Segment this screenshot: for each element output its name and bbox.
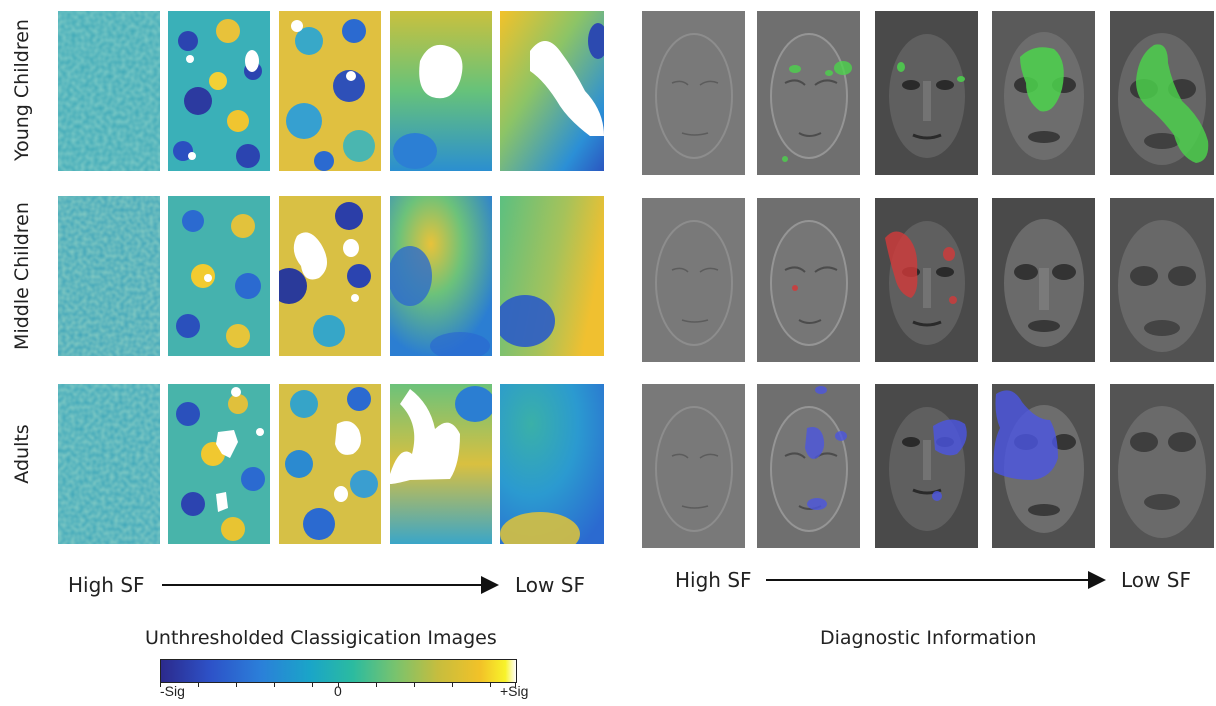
right-axis-start-label: High SF (675, 568, 752, 592)
face-adults-sf2 (757, 384, 860, 548)
face-middle-sf2 (757, 198, 860, 362)
face-adults-sf5 (1110, 384, 1214, 548)
colorbar-tick (312, 682, 313, 687)
colorbar-tick (160, 682, 161, 687)
face-middle-sf5 (1110, 198, 1214, 362)
colorbar-tick (236, 682, 237, 687)
ci-adults-sf1 (58, 384, 160, 544)
ci-young-sf2 (168, 11, 270, 171)
colorbar-tick (376, 682, 377, 687)
ci-adults-sf5 (500, 384, 604, 544)
left-axis-arrow (162, 576, 499, 594)
left-axis-end-label: Low SF (515, 573, 585, 597)
face-adults-sf3 (875, 384, 978, 548)
left-axis-start-label: High SF (68, 573, 145, 597)
face-young-sf5 (1110, 11, 1214, 175)
face-middle-sf3 (875, 198, 978, 362)
row-label-adults: Adults (11, 424, 33, 484)
face-adults-sf1 (642, 384, 745, 548)
ci-middle-sf1 (58, 196, 160, 356)
face-adults-sf4 (992, 384, 1095, 548)
colorbar-tick (515, 682, 516, 687)
face-young-sf3 (875, 11, 978, 175)
colorbar (160, 659, 517, 683)
ci-adults-sf4 (390, 384, 492, 544)
colorbar-mid-label: 0 (334, 683, 342, 699)
colorbar-tick (452, 682, 453, 687)
row-label-young-children: Young Children (11, 19, 33, 161)
right-caption: Diagnostic Information (820, 627, 1037, 649)
right-axis-end-label: Low SF (1121, 568, 1191, 592)
ci-adults-sf2 (168, 384, 270, 544)
ci-middle-sf3 (279, 196, 381, 356)
ci-adults-sf3 (279, 384, 381, 544)
ci-middle-sf5 (500, 196, 604, 356)
face-young-sf1 (642, 11, 745, 175)
face-middle-sf4 (992, 198, 1095, 362)
colorbar-tick (414, 682, 415, 687)
colorbar-tick (274, 682, 275, 687)
face-young-sf2 (757, 11, 860, 175)
colorbar-tick (490, 682, 491, 687)
colorbar-min-label: -Sig (160, 683, 185, 699)
right-axis-arrow (766, 571, 1106, 589)
ci-young-sf4 (390, 11, 492, 171)
ci-middle-sf4 (390, 196, 492, 356)
colorbar-max-label: +Sig (500, 683, 529, 699)
face-middle-sf1 (642, 198, 745, 362)
ci-young-sf3 (279, 11, 381, 171)
ci-young-sf1 (58, 11, 160, 171)
colorbar-tick (338, 682, 339, 687)
left-caption: Unthresholded Classigication Images (145, 627, 497, 649)
ci-middle-sf2 (168, 196, 270, 356)
ci-young-sf5 (500, 11, 604, 171)
colorbar-tick (198, 682, 199, 687)
face-young-sf4 (992, 11, 1095, 175)
row-label-middle-children: Middle Children (11, 202, 33, 350)
